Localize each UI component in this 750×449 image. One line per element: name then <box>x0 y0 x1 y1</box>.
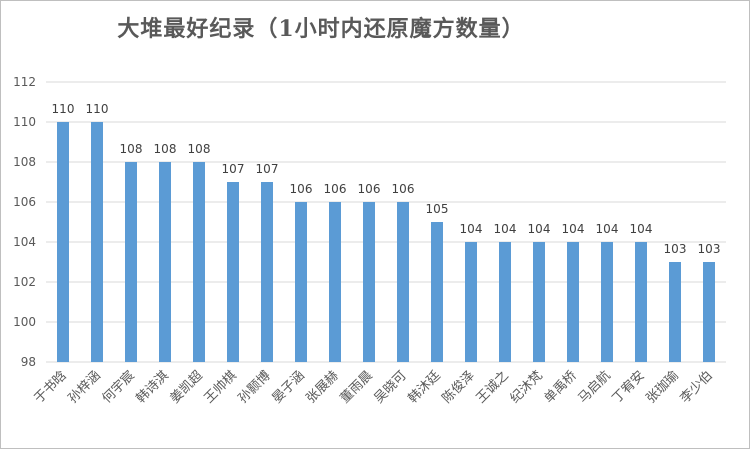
bar <box>227 182 239 362</box>
x-tick-label: 陈俊泽 <box>439 368 478 407</box>
bar <box>465 242 477 362</box>
x-tick-label: 纪沐梵 <box>508 368 546 406</box>
data-label: 106 <box>290 182 313 196</box>
data-label: 108 <box>188 142 211 156</box>
data-label: 110 <box>86 102 109 116</box>
y-tick-label: 100 <box>13 315 36 329</box>
bar <box>329 202 341 362</box>
bar <box>193 162 205 362</box>
bar <box>57 122 69 362</box>
x-tick-label: 王诚之 <box>474 368 512 406</box>
bar <box>295 202 307 362</box>
y-tick-label: 110 <box>13 115 36 129</box>
data-label: 106 <box>392 182 415 196</box>
data-label: 108 <box>120 142 143 156</box>
bar <box>567 242 579 362</box>
data-label: 106 <box>324 182 347 196</box>
bar <box>125 162 137 362</box>
bar <box>159 162 171 362</box>
x-tick-label: 单禹桥 <box>542 368 580 406</box>
data-label: 104 <box>494 222 517 236</box>
data-label: 107 <box>256 162 279 176</box>
x-tick-label: 李少伯 <box>678 368 716 406</box>
y-tick-label: 104 <box>13 235 36 249</box>
bar <box>397 202 409 362</box>
data-label: 104 <box>562 222 585 236</box>
x-tick-label: 张展赫 <box>304 368 342 406</box>
bar <box>669 262 681 362</box>
bar <box>601 242 613 362</box>
bar <box>431 222 443 362</box>
x-tick-label: 韩沐廷 <box>406 368 444 406</box>
chart-title: 大堆最好纪录（1小时内还原魔方数量） <box>117 16 525 42</box>
data-label: 104 <box>596 222 619 236</box>
x-tick-label: 于书晗 <box>31 368 70 407</box>
data-label: 105 <box>426 202 449 216</box>
x-tick-label: 吴晓可 <box>372 368 410 406</box>
bar <box>533 242 545 362</box>
y-tick-label: 102 <box>13 275 36 289</box>
y-tick-label: 98 <box>21 355 36 369</box>
x-tick-label: 何宇宸 <box>99 368 138 407</box>
data-label: 107 <box>222 162 245 176</box>
x-tick-label: 孙颢博 <box>236 368 274 406</box>
data-label: 110 <box>52 102 75 116</box>
bar <box>703 262 715 362</box>
x-tick-label: 姜凯超 <box>168 368 206 406</box>
data-label: 104 <box>460 222 483 236</box>
data-label: 104 <box>630 222 653 236</box>
bar <box>635 242 647 362</box>
bar <box>91 122 103 362</box>
x-tick-label: 董雨晨 <box>338 368 376 406</box>
bar <box>261 182 273 362</box>
x-tick-label: 马启航 <box>575 368 614 407</box>
bar <box>363 202 375 362</box>
x-tick-label: 孙梓涵 <box>66 368 104 406</box>
bar <box>499 242 511 362</box>
x-tick-label: 张珈瑜 <box>644 368 682 406</box>
y-tick-label: 106 <box>13 195 36 209</box>
data-label: 103 <box>664 242 687 256</box>
data-label: 103 <box>698 242 721 256</box>
y-tick-label: 108 <box>13 155 36 169</box>
x-tick-label: 韩诗淇 <box>134 368 172 406</box>
data-label: 108 <box>154 142 177 156</box>
x-tick-label: 王帅棋 <box>202 368 240 406</box>
x-tick-label: 晏子涵 <box>270 368 308 406</box>
y-tick-label: 112 <box>13 75 36 89</box>
x-tick-label: 丁宥安 <box>609 368 648 407</box>
data-label: 104 <box>528 222 551 236</box>
data-label: 106 <box>358 182 381 196</box>
